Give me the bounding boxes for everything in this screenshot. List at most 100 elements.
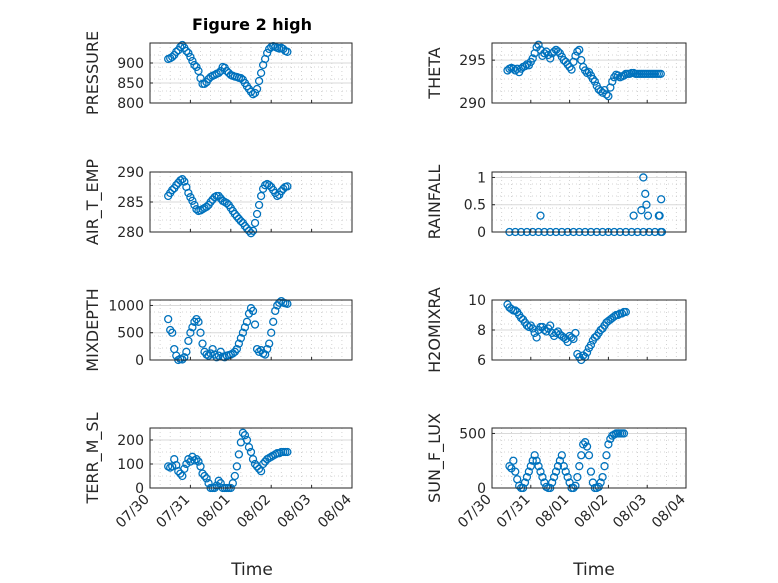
x-axis-label-left: Time xyxy=(230,560,273,580)
data-point xyxy=(232,462,242,471)
data-point xyxy=(655,211,664,220)
data-point xyxy=(540,325,549,335)
y-axis-label: THETA xyxy=(425,47,444,99)
data-point xyxy=(232,344,242,354)
data-point xyxy=(250,459,260,469)
data-point xyxy=(206,197,215,207)
data-point xyxy=(240,431,250,440)
data-point xyxy=(528,54,537,63)
data-point xyxy=(571,481,580,490)
y-tick-label: 850 xyxy=(117,76,144,92)
data-point xyxy=(234,450,244,459)
data-point xyxy=(168,328,177,337)
data-point xyxy=(240,323,250,332)
data-point xyxy=(629,211,638,220)
data-point xyxy=(204,479,213,488)
data-point xyxy=(206,349,215,358)
data-point xyxy=(549,472,559,482)
data-point xyxy=(196,462,205,471)
data-point xyxy=(571,328,580,338)
data-point xyxy=(549,47,559,56)
subplot-3: 280 285 290 AIR_T_EMP xyxy=(83,159,353,245)
data-point xyxy=(252,209,262,219)
data-point xyxy=(656,69,665,79)
data-point xyxy=(246,229,256,238)
data-point xyxy=(580,438,590,447)
data-point xyxy=(511,467,520,476)
data-point xyxy=(188,196,197,205)
data-point xyxy=(242,435,252,445)
data-point xyxy=(186,52,195,62)
data-point xyxy=(551,467,561,476)
data-point xyxy=(613,71,623,80)
data-point xyxy=(214,68,223,78)
data-point xyxy=(256,68,266,78)
data-point xyxy=(168,52,177,62)
data-point xyxy=(265,181,274,190)
data-point xyxy=(639,173,648,182)
y-tick-label: 0 xyxy=(135,481,144,497)
data-point xyxy=(263,48,272,58)
data-point xyxy=(178,471,187,481)
data-point xyxy=(192,455,201,464)
data-point xyxy=(172,47,181,56)
data-point xyxy=(252,84,262,94)
data-point xyxy=(596,478,605,487)
y-axis-label: PRESSURE xyxy=(83,31,102,115)
data-point xyxy=(248,306,258,316)
x-tick-label: 08/01 xyxy=(194,492,234,532)
data-point xyxy=(246,447,256,457)
data-point xyxy=(271,306,280,316)
data-point xyxy=(283,47,292,56)
data-point xyxy=(586,467,596,476)
data-point xyxy=(238,328,248,337)
data-point xyxy=(178,175,187,184)
data-point xyxy=(279,184,288,193)
data-point xyxy=(575,45,584,55)
data-point xyxy=(602,451,611,460)
data-point xyxy=(230,209,239,219)
data-point xyxy=(553,47,563,56)
data-point xyxy=(188,56,197,66)
data-point xyxy=(540,49,549,58)
data-point xyxy=(641,189,650,198)
data-point xyxy=(263,344,272,354)
data-point xyxy=(283,182,292,191)
data-point xyxy=(546,54,555,63)
data-point xyxy=(250,88,260,98)
y-tick-label: 285 xyxy=(117,195,144,211)
data-point xyxy=(617,309,627,318)
data-point xyxy=(202,202,211,211)
data-point xyxy=(657,195,666,204)
data-point xyxy=(598,472,607,482)
data-point xyxy=(198,469,207,478)
data-point xyxy=(637,206,646,215)
data-point xyxy=(176,469,185,478)
y-axis-label: SUN_F_LUX xyxy=(425,413,445,503)
data-point xyxy=(559,462,568,471)
data-point xyxy=(186,328,195,337)
x-tick-label: 08/03 xyxy=(275,492,315,532)
y-tick-label: 800 xyxy=(117,96,144,112)
axes-box xyxy=(491,171,687,233)
data-point xyxy=(184,48,193,58)
data-point xyxy=(190,200,199,210)
data-point xyxy=(505,462,514,471)
y-tick-label: 0 xyxy=(477,481,486,497)
data-point xyxy=(590,77,599,86)
y-axis-label: AIR_T_EMP xyxy=(83,159,103,245)
y-axis-label: TERR_M_SL xyxy=(83,412,103,504)
subplot-2: 290 295 THETA xyxy=(425,40,687,112)
data-point xyxy=(256,191,266,201)
data-point xyxy=(584,451,594,460)
data-point xyxy=(180,177,189,186)
data-point xyxy=(573,472,582,482)
data-point xyxy=(172,181,181,190)
data-point xyxy=(240,221,250,231)
data-point xyxy=(228,479,237,488)
data-point xyxy=(643,211,653,220)
data-point xyxy=(194,66,203,76)
data-point xyxy=(250,218,260,228)
data-point xyxy=(198,339,207,348)
data-point xyxy=(520,61,530,71)
